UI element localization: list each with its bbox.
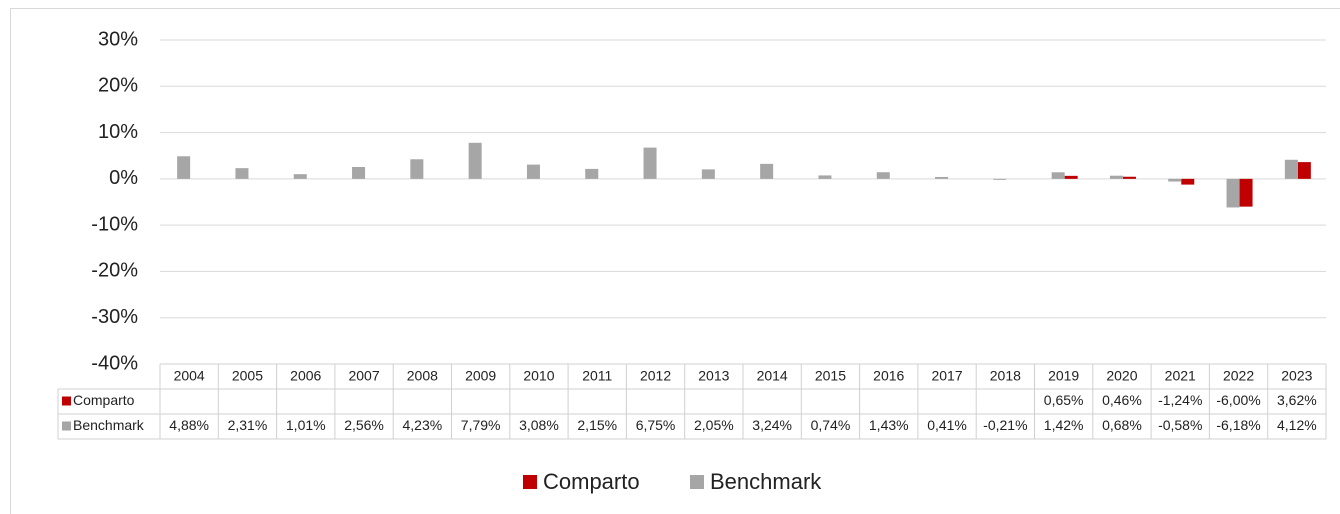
y-tick-label: 20% — [98, 75, 138, 97]
bar — [1051, 172, 1065, 179]
data-label: 2,15% — [577, 417, 617, 433]
data-label: 1,01% — [286, 417, 326, 433]
y-tick-label: -40% — [91, 352, 138, 374]
data-label: 0,68% — [1102, 417, 1142, 433]
x-tick-label: 2016 — [873, 368, 904, 384]
bar — [1181, 178, 1195, 185]
bar — [468, 142, 482, 179]
x-tick-label: 2020 — [1106, 368, 1137, 384]
chart-border — [10, 8, 1340, 514]
bar — [1226, 178, 1240, 208]
x-tick-label: 2017 — [931, 368, 962, 384]
data-label: -0,58% — [1158, 417, 1202, 433]
x-tick-label: 2008 — [407, 368, 438, 384]
data-label: 3,62% — [1277, 392, 1317, 408]
table-row-label: Comparto — [73, 392, 135, 408]
bar — [1168, 178, 1182, 182]
data-label: 4,88% — [169, 417, 209, 433]
data-label: 0,65% — [1044, 392, 1084, 408]
data-label: -1,24% — [1158, 392, 1202, 408]
bar — [235, 168, 249, 179]
data-label: 3,24% — [752, 417, 792, 433]
data-label: 6,75% — [636, 417, 676, 433]
x-tick-label: 2015 — [815, 368, 846, 384]
data-label: 0,46% — [1102, 392, 1142, 408]
bar — [760, 163, 774, 179]
table-row-label: Benchmark — [73, 417, 145, 433]
data-label: 4,23% — [402, 417, 442, 433]
x-tick-label: 2013 — [698, 368, 729, 384]
legend-key — [690, 475, 704, 489]
x-tick-label: 2012 — [640, 368, 671, 384]
x-tick-label: 2021 — [1165, 368, 1196, 384]
bar — [935, 176, 949, 179]
x-tick-label: 2007 — [348, 368, 379, 384]
bar — [643, 147, 657, 179]
x-tick-label: 2010 — [523, 368, 554, 384]
x-tick-label: 2023 — [1281, 368, 1312, 384]
bar — [293, 174, 307, 179]
bar — [1297, 162, 1311, 179]
data-label: 7,79% — [461, 417, 501, 433]
y-tick-label: -20% — [91, 260, 138, 282]
table-legend-key — [62, 421, 71, 431]
x-tick-label: 2006 — [290, 368, 321, 384]
bar — [701, 169, 715, 179]
data-label: 2,05% — [694, 417, 734, 433]
bar — [876, 172, 890, 179]
bar — [1284, 159, 1298, 179]
y-tick-label: 30% — [98, 28, 138, 50]
y-tick-label: 0% — [109, 167, 138, 189]
bar — [410, 159, 424, 179]
y-tick-label: -30% — [91, 306, 138, 328]
x-tick-label: 2022 — [1223, 368, 1254, 384]
x-tick-label: 2004 — [174, 368, 205, 384]
x-tick-label: 2018 — [990, 368, 1021, 384]
bar — [1064, 175, 1078, 179]
bar — [526, 164, 540, 179]
bar — [177, 156, 191, 179]
bar — [1109, 175, 1123, 179]
data-label: 0,74% — [811, 417, 851, 433]
data-label: -0,21% — [983, 417, 1027, 433]
data-label: 0,41% — [927, 417, 967, 433]
data-label: 3,08% — [519, 417, 559, 433]
bar — [818, 175, 832, 179]
x-tick-label: 2011 — [582, 368, 612, 384]
legend-key — [523, 475, 537, 489]
legend-label: Comparto — [543, 469, 640, 494]
data-label: 4,12% — [1277, 417, 1317, 433]
data-label: 2,31% — [228, 417, 268, 433]
data-label: 2,56% — [344, 417, 384, 433]
x-tick-label: 2014 — [757, 368, 788, 384]
bar — [1122, 176, 1136, 179]
y-tick-label: -10% — [91, 213, 138, 235]
y-tick-label: 10% — [98, 121, 138, 143]
x-tick-label: 2005 — [232, 368, 263, 384]
bar — [1239, 178, 1253, 207]
x-tick-label: 2009 — [465, 368, 496, 384]
data-label: -6,00% — [1216, 392, 1260, 408]
bar — [585, 168, 599, 179]
bar — [352, 167, 366, 179]
bar — [993, 178, 1007, 180]
table-legend-key — [62, 396, 71, 406]
data-label: -6,18% — [1216, 417, 1260, 433]
data-label: 1,42% — [1044, 417, 1084, 433]
data-label: 1,43% — [869, 417, 909, 433]
legend-label: Benchmark — [710, 469, 822, 494]
x-tick-label: 2019 — [1048, 368, 1079, 384]
